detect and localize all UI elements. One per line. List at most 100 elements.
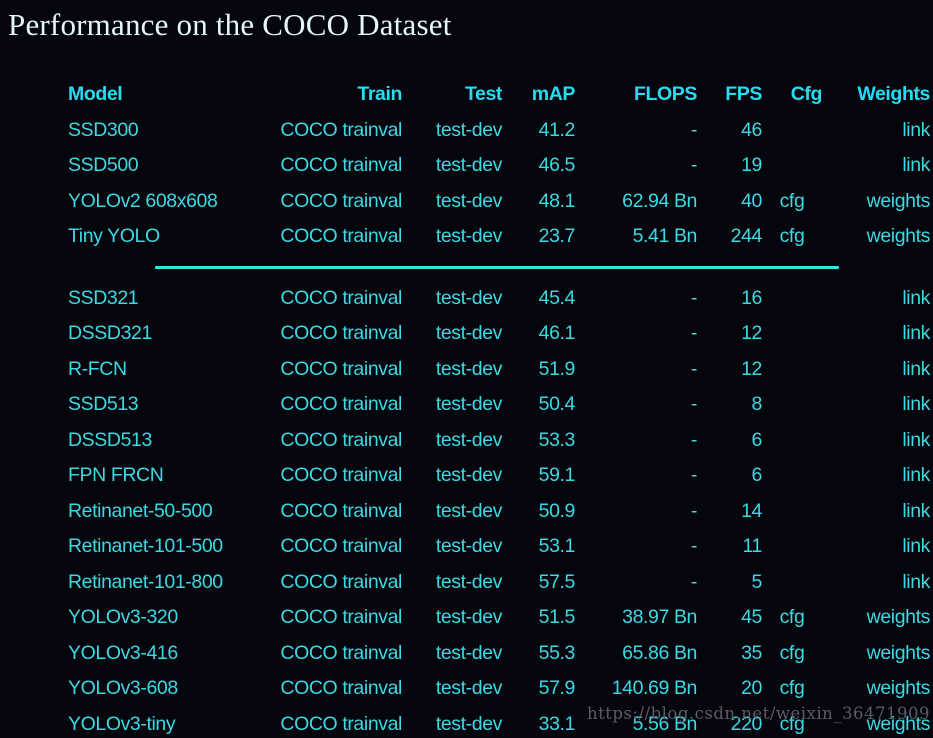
yolov3-608-cfg-link[interactable]: cfg bbox=[779, 677, 805, 700]
cell-fps: 16 bbox=[741, 286, 762, 309]
column-header-fps: FPS bbox=[725, 83, 762, 106]
table-row-yolov3-320: YOLOv3-320 COCO trainval test-dev 51.5 38.97… bbox=[68, 600, 930, 636]
yolov2-608x608-weights-link[interactable]: weights bbox=[866, 189, 931, 212]
cell-test: test-dev bbox=[435, 606, 503, 629]
cell-fps: 46 bbox=[741, 118, 762, 141]
cell-cfg bbox=[762, 316, 822, 352]
cell-model: YOLOv3-320 bbox=[68, 606, 178, 629]
cell-map: 41.2 bbox=[538, 118, 576, 141]
cell-test: test-dev bbox=[435, 393, 503, 416]
yolov3-320-weights-link[interactable]: weights bbox=[866, 606, 931, 629]
cell-model: SSD321 bbox=[68, 286, 139, 309]
cell-test: test-dev bbox=[435, 570, 503, 593]
retinanet-101-800-weights-link[interactable]: link bbox=[902, 570, 930, 593]
yolov3-608-weights-link[interactable]: weights bbox=[866, 677, 931, 700]
table-row-tiny-yolo: Tiny YOLO COCO trainval test-dev 23.7 5.41 B… bbox=[68, 219, 930, 255]
cell-map: 48.1 bbox=[538, 189, 576, 212]
retinanet-50-500-weights-link[interactable]: link bbox=[902, 499, 930, 522]
cell-flops: 5.56 Bn bbox=[632, 712, 698, 735]
table-row-yolov3-tiny: YOLOv3-tiny COCO trainval test-dev 33.1 5.56… bbox=[68, 707, 930, 738]
cell-model: SSD500 bbox=[68, 154, 139, 177]
cell-test: test-dev bbox=[435, 641, 503, 664]
ssd500-weights-link[interactable]: link bbox=[902, 154, 930, 177]
cell-test: test-dev bbox=[435, 535, 503, 558]
table-header-row: Model Train Test mAP FLOPS FPS Cfg Weights bbox=[68, 77, 930, 113]
cell-fps: 8 bbox=[751, 393, 763, 416]
cell-map: 33.1 bbox=[538, 712, 576, 735]
cell-fps: 35 bbox=[741, 641, 762, 664]
cell-flops: - bbox=[690, 286, 697, 309]
cell-train: COCO trainval bbox=[280, 225, 402, 248]
cell-cfg bbox=[762, 458, 822, 494]
cell-model: YOLOv3-tiny bbox=[68, 712, 176, 735]
cell-flops: 38.97 Bn bbox=[622, 606, 697, 629]
table-row-retinanet-50-500: Retinanet-50-500 COCO trainval test-dev 50.… bbox=[68, 494, 930, 530]
column-header-map: mAP bbox=[531, 83, 576, 106]
ssd321-weights-link[interactable]: link bbox=[902, 286, 930, 309]
cell-test: test-dev bbox=[435, 357, 503, 380]
cell-train: COCO trainval bbox=[280, 641, 402, 664]
retinanet-101-500-weights-link[interactable]: link bbox=[902, 535, 930, 558]
cell-test: test-dev bbox=[435, 677, 503, 700]
column-header-model: Model bbox=[68, 83, 123, 106]
cell-flops: - bbox=[690, 393, 697, 416]
ssd513-weights-link[interactable]: link bbox=[902, 393, 930, 416]
cell-map: 57.9 bbox=[538, 677, 576, 700]
cell-cfg bbox=[762, 387, 822, 423]
table-row-yolov2-608x608: YOLOv2 608x608 COCO trainval test-dev 48.1 6… bbox=[68, 184, 930, 220]
separator-row bbox=[68, 255, 930, 281]
cell-flops: - bbox=[690, 428, 697, 451]
column-header-cfg: Cfg bbox=[790, 83, 823, 106]
dssd513-weights-link[interactable]: link bbox=[902, 428, 930, 451]
cell-model: YOLOv3-608 bbox=[68, 677, 178, 700]
cell-train: COCO trainval bbox=[280, 499, 402, 522]
cell-model: Tiny YOLO bbox=[68, 225, 160, 248]
fpn-frcn-weights-link[interactable]: link bbox=[902, 464, 930, 487]
cell-fps: 45 bbox=[741, 606, 762, 629]
cell-fps: 6 bbox=[751, 428, 763, 451]
cell-cfg bbox=[762, 352, 822, 388]
cell-map: 50.9 bbox=[538, 499, 576, 522]
yolov3-416-weights-link[interactable]: weights bbox=[866, 641, 931, 664]
cell-flops: 5.41 Bn bbox=[632, 225, 698, 248]
cell-model: FPN FRCN bbox=[68, 464, 164, 487]
cell-map: 55.3 bbox=[538, 641, 576, 664]
column-header-flops: FLOPS bbox=[633, 83, 697, 106]
table-row-fpn-frcn: FPN FRCN COCO trainval test-dev 59.1 - 6 link bbox=[68, 458, 930, 494]
ssd300-weights-link[interactable]: link bbox=[902, 118, 930, 141]
cell-test: test-dev bbox=[435, 428, 503, 451]
cell-fps: 11 bbox=[742, 535, 763, 558]
cell-test: test-dev bbox=[435, 154, 503, 177]
dssd321-weights-link[interactable]: link bbox=[902, 322, 930, 345]
cell-map: 53.3 bbox=[538, 428, 576, 451]
cell-map: 59.1 bbox=[538, 464, 576, 487]
cell-train: COCO trainval bbox=[280, 393, 402, 416]
cell-cfg bbox=[762, 565, 822, 601]
page-title: Performance on the COCO Dataset bbox=[8, 7, 452, 42]
cell-test: test-dev bbox=[435, 464, 503, 487]
tiny-yolo-weights-link[interactable]: weights bbox=[866, 225, 931, 248]
cell-map: 51.5 bbox=[538, 606, 576, 629]
yolov3-320-cfg-link[interactable]: cfg bbox=[779, 606, 805, 629]
cell-test: test-dev bbox=[435, 118, 503, 141]
cell-train: COCO trainval bbox=[280, 357, 402, 380]
cell-fps: 244 bbox=[730, 225, 763, 248]
cell-model: SSD513 bbox=[68, 393, 139, 416]
cell-model: Retinanet-50-500 bbox=[68, 499, 213, 522]
cell-fps: 40 bbox=[741, 189, 762, 212]
cell-model: SSD300 bbox=[68, 118, 139, 141]
cell-train: COCO trainval bbox=[280, 712, 402, 735]
yolov3-tiny-weights-link[interactable]: weights bbox=[866, 712, 931, 735]
table-row-r-fcn: R-FCN COCO trainval test-dev 51.9 - 12 link bbox=[68, 352, 930, 388]
cell-flops: - bbox=[690, 464, 697, 487]
cell-train: COCO trainval bbox=[280, 428, 402, 451]
table-row-ssd321: SSD321 COCO trainval test-dev 45.4 - 16 link bbox=[68, 281, 930, 317]
yolov2-608x608-cfg-link[interactable]: cfg bbox=[779, 189, 805, 212]
cell-flops: - bbox=[690, 357, 697, 380]
yolov3-tiny-cfg-link[interactable]: cfg bbox=[779, 712, 805, 735]
cell-cfg bbox=[762, 423, 822, 459]
cell-model: YOLOv2 608x608 bbox=[68, 189, 218, 212]
tiny-yolo-cfg-link[interactable]: cfg bbox=[779, 225, 805, 248]
r-fcn-weights-link[interactable]: link bbox=[902, 357, 930, 380]
yolov3-416-cfg-link[interactable]: cfg bbox=[779, 641, 805, 664]
